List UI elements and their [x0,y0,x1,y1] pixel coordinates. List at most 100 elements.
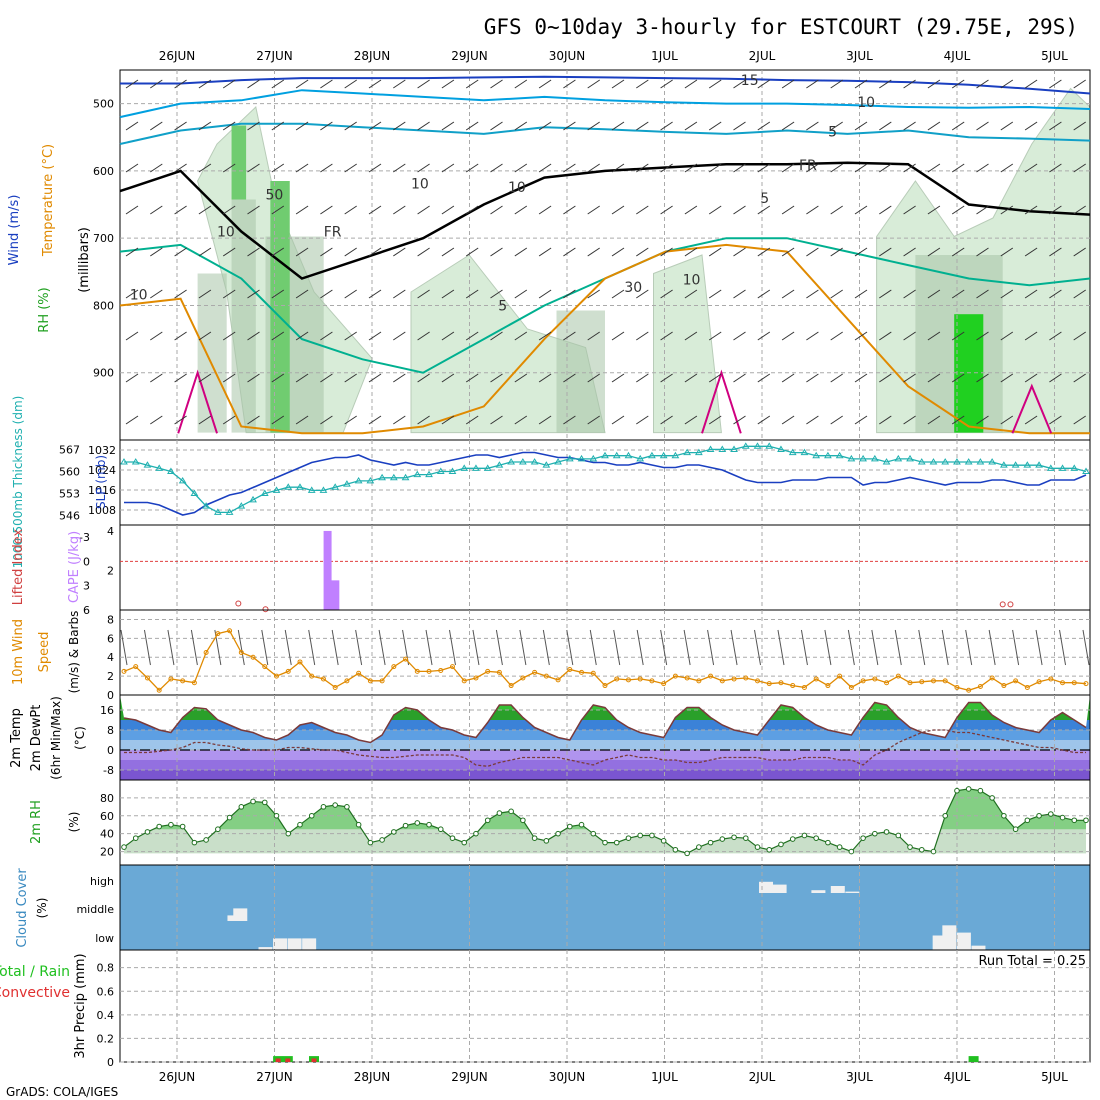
wind-barb [198,163,212,173]
wind-barb [563,163,576,173]
wind-barb [393,289,406,299]
wind-barb [951,163,965,173]
wind-barb [538,79,552,89]
li-point [235,600,242,607]
thickness-marker [636,454,645,462]
wind-barb [1073,415,1086,425]
thickness-marker [577,454,586,462]
temp-band [120,720,1090,730]
wind10m-axis-label-b: Speed [37,632,52,673]
thickness-marker [953,458,961,465]
wind-barb [174,289,187,299]
wind-barb [951,79,965,89]
wind10m-barb [613,629,621,666]
wind10m-marker [485,668,491,674]
wind-barb [198,247,212,257]
rh2m-tick: 60 [100,810,114,823]
wind-barb [976,373,989,383]
wind10m-marker [884,680,890,686]
wind-barb [781,163,795,173]
thickness-marker [589,454,598,462]
wind-barb [514,121,528,131]
wind-barb [660,331,673,341]
wind-barb [587,163,600,173]
thickness-marker [237,502,246,509]
wind-barb [271,373,285,383]
bottom-date-label: 4JUL [944,1070,971,1084]
wind10m-marker [672,673,678,679]
rh2m-marker [238,804,245,810]
wind-barb [1000,163,1014,173]
top-date-label: 3JUL [846,49,873,63]
wind-barb [927,247,941,257]
wind-barb [441,121,455,131]
wind10m-barb [542,629,550,666]
wind-barb [538,247,552,257]
wind-barb [271,121,285,131]
wind10m-marker [579,669,585,675]
wind-barb [514,331,528,341]
wind-barb [587,79,600,89]
wind10m-marker [977,684,983,689]
wind-barb [198,121,212,131]
wind-barb [320,373,333,383]
wind-barb [1000,247,1014,257]
wind-barb [951,205,965,215]
rh2m-marker [754,844,761,850]
wind10m-marker [801,684,807,690]
wind10m-marker [320,676,326,682]
wind10m-marker [367,678,373,684]
wind10m-barb [754,629,762,666]
wind-barb [125,373,139,383]
wind-barb [150,415,163,425]
wind10m-marker [708,673,714,679]
wind-barb [1073,289,1086,299]
wind-barb [150,121,163,131]
wind10m-barb [1082,629,1090,666]
rh2m-marker [555,830,561,837]
wind-barb [247,373,260,383]
top-date-axis: 26JUN 27JUN 28JUN 29JUN 30JUN 1JUL 2JUL 3JUL 4JU… [159,49,1068,63]
wind-barb [174,373,187,383]
wind-barb [733,289,746,299]
wind10m-marker [1013,678,1019,684]
wind-barb [465,331,479,341]
wind-barb [465,373,479,383]
precip-tick: 0.4 [97,1009,115,1022]
wind-barb [563,247,576,257]
wind-barb [320,79,333,89]
wind-barb [295,331,309,341]
dewpt2m-line [124,729,1086,767]
wind-barb [538,331,552,341]
wind-barb [708,415,722,425]
thickness-marker [741,442,750,449]
wind-barb [222,373,236,383]
bottom-date-label: 27JUN [256,1070,293,1084]
wind-barb [514,79,528,89]
freezing-level [119,161,1091,280]
wind-barb [222,163,236,173]
wind-barb [976,205,989,215]
temperature-axis-label: Temperature (°C) [41,144,56,257]
cloud-bar [971,945,986,950]
wind-barb [125,247,139,257]
rh2m-unit-label: (%) [67,812,81,833]
rh2m-marker [379,837,385,843]
rh2m-marker [742,835,749,841]
top-date-label: 1JUL [651,49,678,63]
thickness-marker [143,461,152,468]
wind-barb [611,247,625,257]
wind10m-barb [965,629,973,666]
wind10m-marker [719,678,725,684]
wind-barb [174,121,187,131]
thickness-marker [483,464,492,471]
precip-tick: 0.8 [97,962,115,975]
wind10m-marker [555,677,561,683]
wind-barb [198,331,212,341]
wind-barb [344,163,357,173]
rh2m-marker [965,786,972,792]
wind-barb [708,163,722,173]
wind10m-tick: 8 [107,613,114,626]
contour-label: 10 [508,180,526,196]
wind-barb [587,247,600,257]
